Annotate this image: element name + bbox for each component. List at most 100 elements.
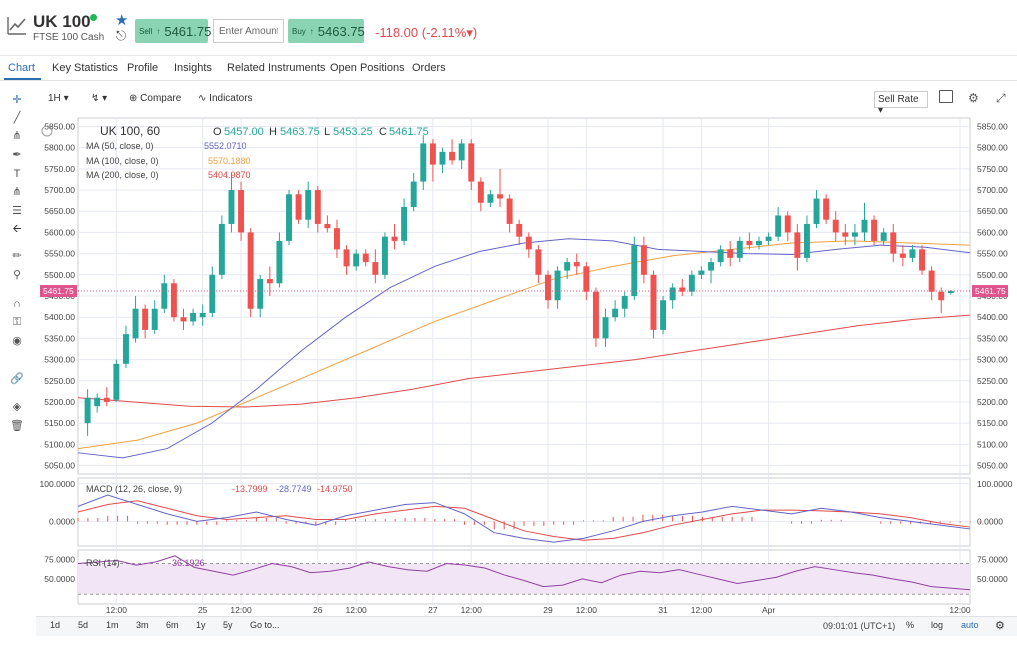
alert-bell-icon[interactable]: ⎋ <box>116 28 127 43</box>
price-axis-label-left: 5200.00 <box>44 397 75 407</box>
ruler-icon[interactable]: ✏ <box>12 250 22 262</box>
compare-button[interactable]: ⊕ Compare <box>129 93 181 104</box>
instrument-subtitle: FTSE 100 Cash <box>33 32 105 43</box>
layers-icon[interactable]: ◈ <box>12 401 22 413</box>
ma100-legend-label: MA (100, close, 0) <box>86 156 159 166</box>
expand-icon[interactable]: ⤢ <box>996 91 1006 105</box>
pattern-icon[interactable]: ⋔ <box>12 186 22 198</box>
tab-chart[interactable]: Chart <box>8 62 35 74</box>
range-3m[interactable]: 3m <box>136 620 149 630</box>
trash-icon[interactable]: 🗑 <box>10 420 24 432</box>
range-1m[interactable]: 1m <box>106 620 119 630</box>
range-5d[interactable]: 5d <box>78 620 89 630</box>
arrow-back-icon[interactable]: 🡨 <box>12 223 22 235</box>
candle-body <box>295 194 302 220</box>
legend-low: 5453.25 <box>333 126 373 138</box>
auto-toggle[interactable]: auto <box>961 620 979 630</box>
tab-open-positions[interactable]: Open Positions <box>330 62 405 74</box>
amount-input[interactable] <box>213 19 284 43</box>
link-icon[interactable]: 🔗 <box>10 373 24 385</box>
tab-insights[interactable]: Insights <box>174 62 212 74</box>
rsi-axis-label-left: 75.0000 <box>44 555 75 565</box>
interval-select[interactable]: 1H ▾ <box>48 93 69 104</box>
price-axis-label-left: 5800.00 <box>44 143 75 153</box>
price-axis-label-right: 5350.00 <box>977 333 1008 343</box>
indicators-icon: ∿ <box>198 93 207 104</box>
instrument-name: UK 100 <box>33 12 91 31</box>
chart-type-select[interactable]: ↯ ▾ <box>91 93 107 104</box>
magnet-icon[interactable]: ∩ <box>13 298 21 310</box>
eye-icon[interactable]: ◉ <box>12 335 22 347</box>
candle-body <box>727 249 734 258</box>
price-axis-label-left: 5100.00 <box>44 439 75 449</box>
time-axis-label: 12:00 <box>576 605 598 615</box>
candle-body <box>151 308 158 330</box>
macd-axis-label-right: 100.0000 <box>977 479 1013 489</box>
price-axis-label-left: 5700.00 <box>44 185 75 195</box>
ma200-legend-value: 5404.9870 <box>208 170 251 180</box>
crosshair-icon[interactable]: ✛ <box>12 94 22 106</box>
candle-body <box>305 190 312 220</box>
zoom-in-icon[interactable]: ⚲ <box>12 269 22 281</box>
price-axis-label-left: 5550.00 <box>44 249 75 259</box>
fullscreen-box-icon[interactable] <box>939 90 953 103</box>
percent-toggle[interactable]: % <box>906 620 915 630</box>
brush-icon[interactable]: ✒ <box>12 149 22 161</box>
price-axis-label-right: 5850.00 <box>977 121 1008 131</box>
macd-legend-v3: -14.9750 <box>317 484 353 494</box>
pitchfork-icon[interactable]: ⋔ <box>12 130 22 142</box>
candle-body <box>314 190 321 224</box>
price-axis-label-right: 5800.00 <box>977 143 1008 153</box>
tab-related-instruments[interactable]: Related Instruments <box>227 62 326 74</box>
trend-line-icon[interactable]: ╱ <box>13 112 21 124</box>
fibonacci-icon[interactable]: ☰ <box>12 205 22 217</box>
tab-orders[interactable]: Orders <box>412 62 446 74</box>
candle-body <box>631 245 638 296</box>
tab-profile[interactable]: Profile <box>127 62 159 74</box>
price-type-select[interactable]: Sell Rate ▾ <box>874 91 928 116</box>
candle-body <box>487 194 494 203</box>
price-axis-label-right: 5500.00 <box>977 270 1008 280</box>
range-6m[interactable]: 6m <box>166 620 179 630</box>
range-5y[interactable]: 5y <box>223 620 233 630</box>
macd-legend-v1: -13.7999 <box>232 484 268 494</box>
range-1d[interactable]: 1d <box>50 620 61 630</box>
text-tool-icon[interactable]: T <box>13 168 21 180</box>
price-axis-label-left: 5150.00 <box>44 418 75 428</box>
indicators-button[interactable]: ∿ Indicators <box>198 93 253 104</box>
time-axis-label: 26 <box>313 605 323 615</box>
candle-body <box>832 219 839 233</box>
chart-area[interactable]: 5850.00 5850.00 5800.00 5800.00 5750.00 5750.… <box>36 114 1017 616</box>
candle-body <box>343 249 350 267</box>
legend-c-label: C <box>379 126 387 138</box>
legend-menu-icon[interactable] <box>41 125 53 137</box>
rsi-axis-label-right: 50.0000 <box>977 574 1008 584</box>
go-to-date[interactable]: Go to... <box>250 620 280 630</box>
compare-label: Compare <box>140 93 182 104</box>
macd-signal-line <box>77 500 971 541</box>
clock-display: 09:01:01 (UTC+1) <box>823 621 896 631</box>
candle-body <box>554 270 561 301</box>
price-axis-label-right: 5650.00 <box>977 206 1008 216</box>
buy-label: Buy <box>292 26 306 36</box>
watchlist-star-icon[interactable]: ★ <box>115 12 129 29</box>
chart-legend: UK 100, 60 O 5457.00 H 5463.75 L 5453.25… <box>41 124 429 568</box>
price-axis-label-left: 5650.00 <box>44 206 75 216</box>
candle-body <box>497 194 503 199</box>
compare-icon: ⊕ <box>129 93 138 104</box>
time-axis-label: 25 <box>198 605 208 615</box>
tab-key-statistics[interactable]: Key Statistics <box>52 62 119 74</box>
candle-body <box>257 279 264 309</box>
chart-svg[interactable]: 5850.00 5850.00 5800.00 5800.00 5750.00 5750.… <box>36 114 1017 616</box>
time-axis-label: 12:00 <box>346 605 368 615</box>
settings-gear-icon[interactable]: ⚙ <box>968 91 979 105</box>
candle-body <box>669 287 676 301</box>
range-1y[interactable]: 1y <box>196 620 206 630</box>
candle-body <box>717 249 724 263</box>
sell-button[interactable]: Sell ↑ 5461.75 <box>135 19 211 43</box>
lock-icon[interactable]: ⚿ <box>12 316 22 328</box>
log-toggle[interactable]: log <box>931 620 944 630</box>
candle-body <box>391 236 398 241</box>
settings-gear-icon[interactable]: ⚙ <box>995 620 1005 632</box>
buy-button[interactable]: Buy ↑ 5463.75 <box>288 19 365 43</box>
